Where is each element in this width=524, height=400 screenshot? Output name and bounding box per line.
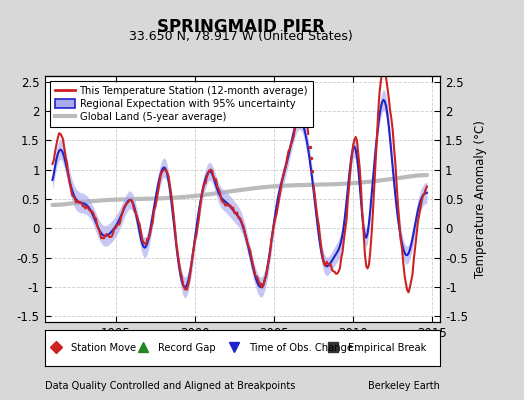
Text: Station Move: Station Move [71, 343, 137, 353]
Text: 33.650 N, 78.917 W (United States): 33.650 N, 78.917 W (United States) [129, 30, 353, 43]
Legend: This Temperature Station (12-month average), Regional Expectation with 95% uncer: This Temperature Station (12-month avera… [50, 81, 313, 127]
Text: Berkeley Earth: Berkeley Earth [368, 381, 440, 391]
Text: Time of Obs. Change: Time of Obs. Change [249, 343, 354, 353]
Text: Record Gap: Record Gap [158, 343, 216, 353]
Text: Empirical Break: Empirical Break [348, 343, 427, 353]
Y-axis label: Temperature Anomaly (°C): Temperature Anomaly (°C) [474, 120, 487, 278]
Text: SPRINGMAID PIER: SPRINGMAID PIER [157, 18, 325, 36]
Text: Data Quality Controlled and Aligned at Breakpoints: Data Quality Controlled and Aligned at B… [45, 381, 295, 391]
